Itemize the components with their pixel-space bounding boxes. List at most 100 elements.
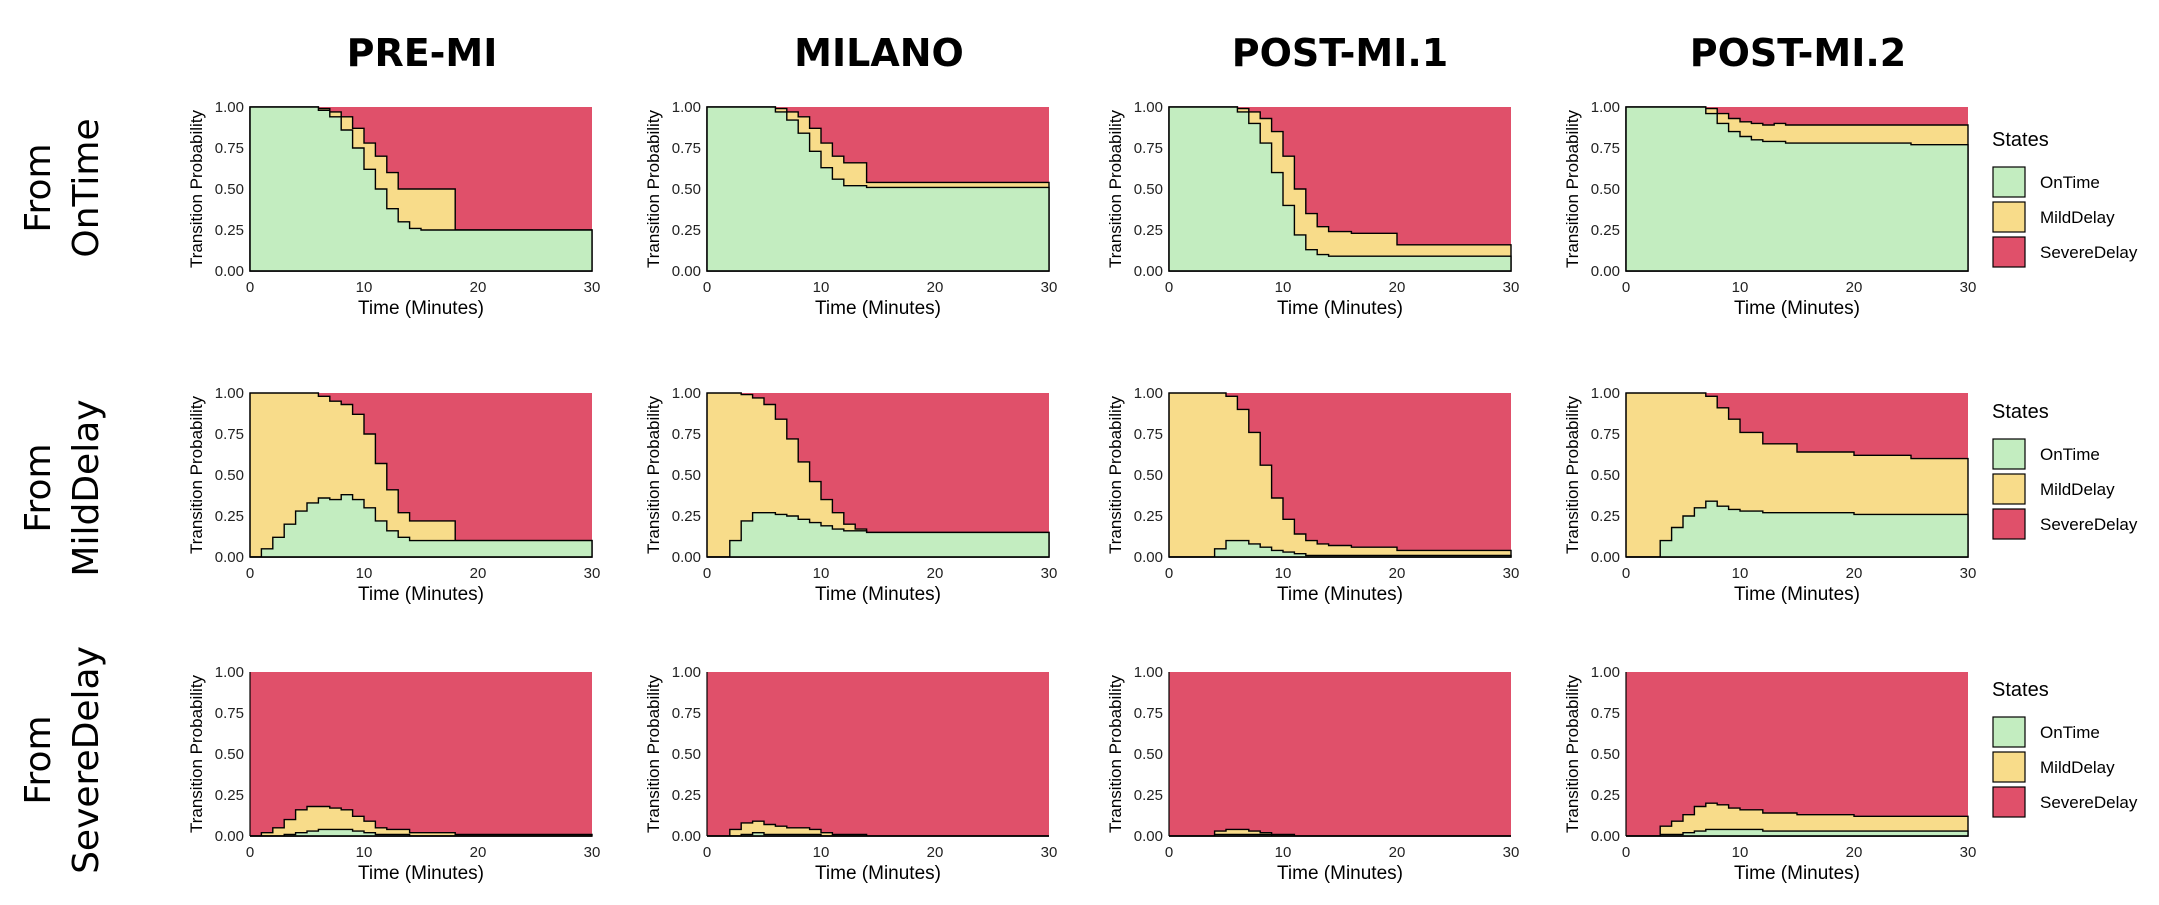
panel-pre-mi-from-ontime-y-axis-label: Transition Probability	[187, 109, 206, 268]
panel-post-mi-2-from-milddelay-x-tick-label: 10	[1732, 565, 1749, 582]
panel-milano-from-milddelay-ontime-area	[707, 512, 1050, 558]
panel-post-mi-2-from-milddelay-y-axis-label: Transition Probability	[1563, 395, 1582, 554]
panel-post-mi-1-from-severedelay-x-tick-label: 20	[1389, 844, 1406, 861]
panel-pre-mi-from-severedelay-x-axis-label: Time (Minutes)	[358, 863, 484, 884]
panel-pre-mi-from-milddelay-y-tick-label: 0.50	[215, 467, 244, 484]
panel-post-mi-1-from-severedelay-y-tick-label: 0.00	[1134, 828, 1163, 845]
panel-post-mi-1-from-severedelay-severedelay-area	[1169, 672, 1511, 836]
panel-milano-from-milddelay-y-tick-label: 0.25	[672, 508, 701, 525]
panel-post-mi-2-from-milddelay-y-tick-label: 1.00	[1591, 385, 1620, 402]
panel-pre-mi-from-severedelay-y-tick-label: 0.25	[215, 787, 244, 804]
legend-swatch-milddelay	[1992, 473, 2026, 505]
panel-pre-mi-from-ontime-ontime-area	[249, 106, 593, 272]
panel-pre-mi-from-ontime-x-axis-label: Time (Minutes)	[358, 298, 484, 319]
panel-pre-mi-from-milddelay-y-tick-label: 0.25	[215, 508, 244, 525]
panel-milano-from-milddelay: 0 10 20 30 0.00 0.25 0.50 0.75 1.00 Time (Minutes…	[644, 385, 1057, 605]
legend-row-1: States OnTime MildDelay SevereDelay	[1992, 129, 2138, 268]
panel-pre-mi-from-milddelay-y-tick-label: 1.00	[215, 385, 244, 402]
column-title-pre-mi: PRE-MI	[347, 31, 498, 75]
panel-pre-mi-from-severedelay-ontime-area	[250, 828, 592, 837]
panel-post-mi-1-from-severedelay-x-axis-label: Time (Minutes)	[1277, 863, 1403, 884]
panel-pre-mi-from-ontime-x-tick-label: 20	[470, 279, 487, 296]
panel-post-mi-1-from-milddelay-y-tick-label: 0.00	[1134, 549, 1163, 566]
panel-post-mi-1-from-milddelay-y-tick-label: 0.25	[1134, 508, 1163, 525]
panel-pre-mi-from-ontime-x-tick-label: 0	[246, 279, 254, 296]
panel-milano-from-ontime-y-tick-label: 0.50	[672, 181, 701, 198]
panel-post-mi-1-from-milddelay-y-tick-label: 0.75	[1134, 426, 1163, 443]
panel-post-mi-2-from-severedelay: 0 10 20 30 0.00 0.25 0.50 0.75 1.00 Time (Minutes…	[1563, 664, 1976, 884]
panel-post-mi-2-from-severedelay-x-tick-label: 10	[1732, 844, 1749, 861]
legend-swatch-milddelay	[1992, 751, 2026, 783]
panel-pre-mi-from-severedelay: 0 10 20 30 0.00 0.25 0.50 0.75 1.00 Time (Minutes…	[187, 664, 600, 884]
panel-post-mi-1-from-ontime-x-tick-label: 0	[1165, 279, 1173, 296]
panel-milano-from-severedelay-severedelay-area	[707, 672, 1049, 836]
legend-swatch-severedelay	[1992, 786, 2026, 818]
row-label-severedelay-from: From	[18, 715, 59, 804]
legend-label-milddelay: MildDelay	[2040, 208, 2115, 227]
panel-pre-mi-from-severedelay-x-tick-label: 10	[356, 844, 373, 861]
panel-milano-from-ontime-y-tick-label: 0.00	[672, 263, 701, 280]
panel-post-mi-2-from-severedelay-y-tick-label: 1.00	[1591, 664, 1620, 681]
panel-pre-mi-from-ontime-y-tick-label: 0.75	[215, 140, 244, 157]
panel-post-mi-1-from-milddelay-y-axis-label: Transition Probability	[1106, 395, 1125, 554]
panel-post-mi-2-from-ontime-x-tick-label: 20	[1846, 279, 1863, 296]
panel-pre-mi-from-ontime: 0 10 20 30 0.00 0.25 0.50 0.75 1.00 Time (Minutes…	[187, 99, 600, 319]
panel-post-mi-2-from-milddelay-ontime-area	[1626, 500, 1969, 558]
panel-post-mi-2-from-ontime: 0 10 20 30 0.00 0.25 0.50 0.75 1.00 Time (Minutes…	[1563, 99, 1976, 319]
row-label-milddelay-state: MildDelay	[66, 399, 107, 576]
row-label-ontime-state: OnTime	[66, 118, 107, 257]
panel-post-mi-2-from-severedelay-y-axis-label: Transition Probability	[1563, 674, 1582, 833]
panel-pre-mi-from-ontime-y-tick-label: 0.00	[215, 263, 244, 280]
panel-pre-mi-from-milddelay-x-tick-label: 10	[356, 565, 373, 582]
panel-post-mi-2-from-ontime-y-tick-label: 0.50	[1591, 181, 1620, 198]
panel-post-mi-2-from-milddelay-y-tick-label: 0.50	[1591, 467, 1620, 484]
legend-label-ontime: OnTime	[2040, 723, 2100, 742]
panel-milano-from-ontime-y-tick-label: 0.75	[672, 140, 701, 157]
panel-post-mi-2-from-milddelay-y-tick-label: 0.75	[1591, 426, 1620, 443]
panel-pre-mi-from-severedelay-x-tick-label: 20	[470, 844, 487, 861]
panel-milano-from-milddelay-y-tick-label: 1.00	[672, 385, 701, 402]
panel-milano-from-milddelay-y-tick-label: 0.75	[672, 426, 701, 443]
panel-post-mi-2-from-severedelay-x-tick-label: 30	[1960, 844, 1977, 861]
panel-post-mi-2-from-severedelay-x-axis-label: Time (Minutes)	[1734, 863, 1860, 884]
panel-milano-from-severedelay-y-tick-label: 0.75	[672, 705, 701, 722]
panel-post-mi-1-from-ontime-y-tick-label: 0.75	[1134, 140, 1163, 157]
panel-milano-from-milddelay-x-tick-label: 20	[927, 565, 944, 582]
panel-post-mi-1-from-severedelay-y-tick-label: 0.75	[1134, 705, 1163, 722]
panel-pre-mi-from-ontime-y-tick-label: 0.25	[215, 222, 244, 239]
legend-label-milddelay: MildDelay	[2040, 480, 2115, 499]
panel-pre-mi-from-severedelay-x-tick-label: 30	[584, 844, 601, 861]
panel-milano-from-severedelay-x-tick-label: 10	[813, 844, 830, 861]
panel-milano-from-severedelay-x-tick-label: 20	[927, 844, 944, 861]
panel-pre-mi-from-severedelay-y-tick-label: 1.00	[215, 664, 244, 681]
panel-post-mi-1-from-severedelay-y-tick-label: 0.50	[1134, 746, 1163, 763]
panel-post-mi-2-from-milddelay-x-tick-label: 0	[1622, 565, 1630, 582]
panel-post-mi-1-from-severedelay-y-tick-label: 1.00	[1134, 664, 1163, 681]
column-title-post-mi-1: POST-MI.1	[1232, 31, 1448, 75]
panel-post-mi-2-from-ontime-y-tick-label: 0.25	[1591, 222, 1620, 239]
panel-post-mi-1-from-severedelay-y-axis-label: Transition Probability	[1106, 674, 1125, 833]
legend-label-severedelay: SevereDelay	[2040, 793, 2138, 812]
panel-pre-mi-from-milddelay-x-tick-label: 20	[470, 565, 487, 582]
panel-milano-from-milddelay-x-tick-label: 30	[1041, 565, 1058, 582]
panel-post-mi-2-from-severedelay-milddelay-area	[1626, 802, 1969, 837]
panel-post-mi-1-from-ontime: 0 10 20 30 0.00 0.25 0.50 0.75 1.00 Time (Minutes…	[1106, 99, 1519, 319]
panel-post-mi-1-from-milddelay-x-tick-label: 20	[1389, 565, 1406, 582]
panel-post-mi-1-from-severedelay: 0 10 20 30 0.00 0.25 0.50 0.75 1.00 Time (Minutes…	[1106, 664, 1519, 884]
panel-post-mi-2-from-ontime-x-axis-label: Time (Minutes)	[1734, 298, 1860, 319]
legend-label-ontime: OnTime	[2040, 173, 2100, 192]
panel-post-mi-1-from-ontime-ontime-area	[1168, 106, 1512, 272]
panel-milano-from-milddelay-x-tick-label: 10	[813, 565, 830, 582]
panel-milano-from-ontime-y-axis-label: Transition Probability	[644, 109, 663, 268]
panel-post-mi-2-from-severedelay-severedelay-area	[1626, 672, 1968, 836]
panel-pre-mi-from-severedelay-y-tick-label: 0.75	[215, 705, 244, 722]
panel-post-mi-1-from-ontime-x-axis-label: Time (Minutes)	[1277, 298, 1403, 319]
panel-milano-from-ontime: 0 10 20 30 0.00 0.25 0.50 0.75 1.00 Time (Minutes…	[644, 99, 1057, 319]
panel-pre-mi-from-milddelay-x-axis-label: Time (Minutes)	[358, 584, 484, 605]
panel-milano-from-ontime-x-tick-label: 0	[703, 279, 711, 296]
panel-pre-mi-from-severedelay-milddelay-area	[250, 805, 593, 837]
panel-milano-from-milddelay-x-axis-label: Time (Minutes)	[815, 584, 941, 605]
panel-post-mi-1-from-ontime-y-tick-label: 0.50	[1134, 181, 1163, 198]
panel-post-mi-2-from-ontime-y-tick-label: 0.75	[1591, 140, 1620, 157]
